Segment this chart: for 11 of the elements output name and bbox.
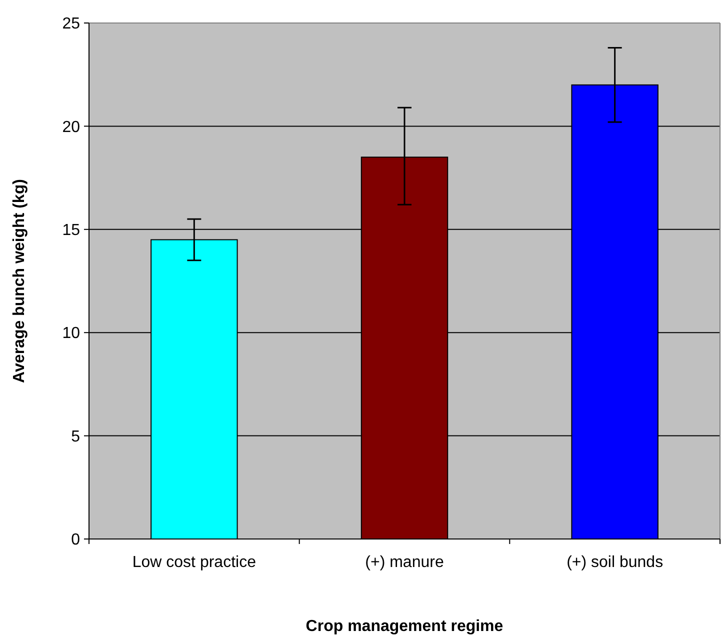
y-axis-title: Average bunch weight (kg) bbox=[11, 179, 28, 383]
y-tick-label: 15 bbox=[62, 222, 80, 239]
y-tick-label: 5 bbox=[71, 428, 80, 446]
x-tick-label: (+) soil bunds bbox=[566, 554, 664, 571]
y-tick-label: 10 bbox=[62, 325, 80, 342]
x-tick-label: (+) manure bbox=[365, 554, 444, 571]
x-tick-label: Low cost practice bbox=[132, 554, 256, 571]
y-tick-label: 0 bbox=[71, 532, 80, 549]
x-axis-title: Crop management regime bbox=[306, 618, 504, 635]
y-tick-label: 25 bbox=[62, 16, 80, 33]
y-tick-label: 20 bbox=[62, 118, 80, 136]
